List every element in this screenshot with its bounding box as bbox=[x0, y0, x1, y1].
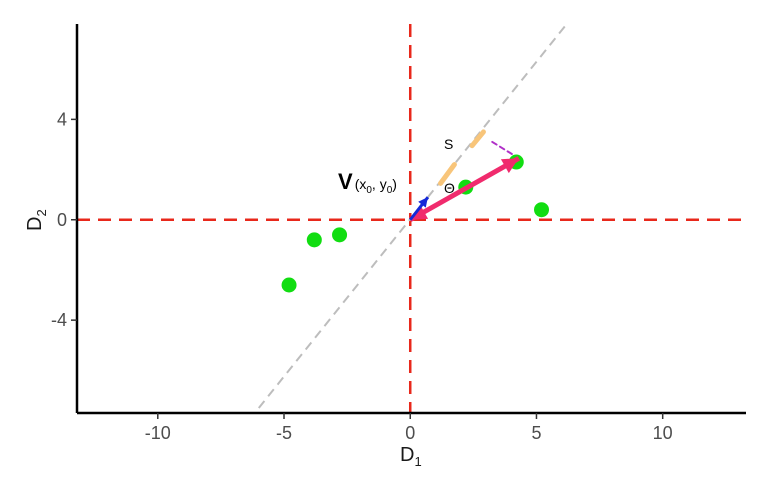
y-axis-title: D2 bbox=[24, 209, 49, 231]
x-axis-title-main: D bbox=[400, 444, 414, 466]
pink-arrow-head bbox=[500, 158, 519, 174]
vector-label-sub1: 0 bbox=[387, 185, 393, 196]
blue-arrow-head bbox=[418, 197, 428, 208]
ticks-layer: -10 -5 0 5 10 -4 0 4 bbox=[51, 109, 673, 443]
segments-layer bbox=[438, 129, 520, 186]
data-point bbox=[281, 277, 297, 293]
vector-label-main: V bbox=[338, 169, 353, 194]
x-tick-label: 10 bbox=[653, 423, 673, 443]
x-tick-label: -10 bbox=[145, 423, 171, 443]
pink-arrow bbox=[409, 156, 521, 222]
theta-label: Θ bbox=[444, 180, 455, 196]
vector-label: V (x0, y0) bbox=[338, 169, 397, 196]
axes-layer bbox=[75, 24, 746, 415]
vectors-layer bbox=[409, 156, 521, 222]
vector-label-comma: , y bbox=[372, 176, 387, 192]
x-tick-label: 0 bbox=[405, 423, 415, 443]
x-axis-title-sub: 1 bbox=[414, 454, 421, 469]
y-tick-label: -4 bbox=[51, 310, 67, 330]
x-tick-label: 5 bbox=[531, 423, 541, 443]
data-point bbox=[534, 202, 550, 218]
orange-dash bbox=[469, 129, 486, 149]
s-label: S bbox=[444, 136, 453, 152]
points-layer bbox=[281, 154, 550, 293]
y-tick-label: 4 bbox=[57, 109, 67, 129]
vector-label-paren-close: ) bbox=[392, 176, 397, 192]
vector-label-paren-open: (x bbox=[355, 176, 367, 192]
data-point bbox=[306, 232, 322, 248]
x-tick-label: -5 bbox=[276, 423, 292, 443]
vector-label-sub0: 0 bbox=[366, 185, 372, 196]
data-point bbox=[332, 227, 348, 243]
magenta-dash bbox=[491, 140, 520, 160]
x-axis-title: D1 bbox=[400, 444, 422, 469]
y-axis-title-main: D bbox=[24, 217, 46, 231]
orange-dash bbox=[438, 162, 457, 186]
y-axis-title-sub: 2 bbox=[34, 209, 49, 216]
y-tick-label: 0 bbox=[57, 210, 67, 230]
